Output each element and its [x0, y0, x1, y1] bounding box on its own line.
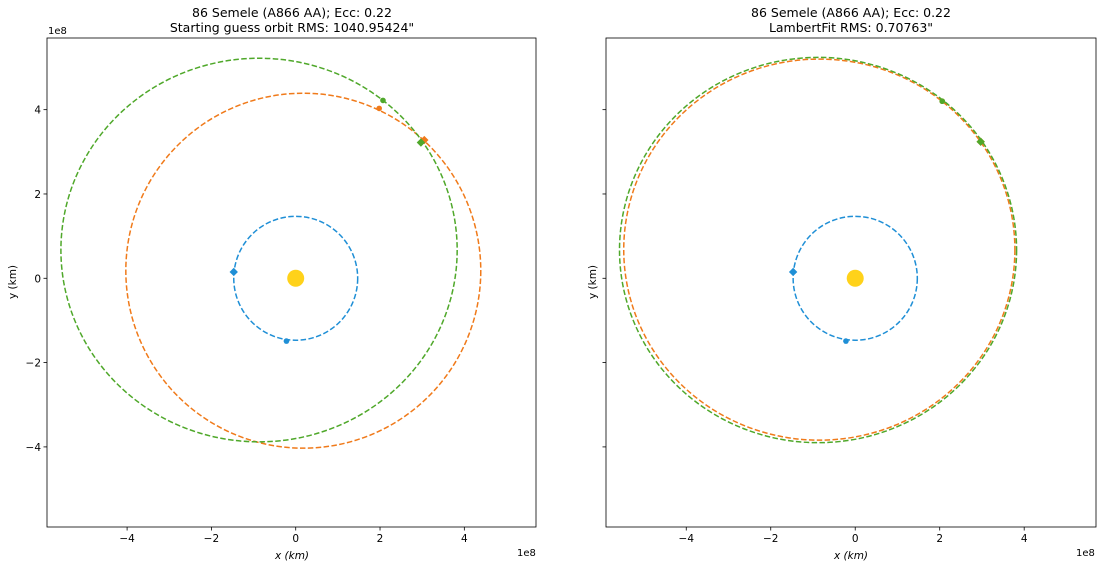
right-orbit-3 — [618, 56, 1018, 444]
left-x-tick-label: 4 — [461, 533, 468, 545]
right-orbit-1-diamond-marker — [788, 267, 798, 277]
right-x-tick-label: −4 — [679, 533, 695, 545]
right-plot-panel: 86 Semele (A866 AA); Ecc: 0.22 LambertFi… — [587, 5, 1097, 562]
left-x-tick-label: 2 — [377, 533, 384, 545]
right-x-tick-label: 4 — [1021, 533, 1028, 545]
left-orbit-1-diamond-marker — [229, 267, 238, 277]
left-plot-title: 86 Semele (A866 AA); Ecc: 0.22 — [192, 5, 392, 20]
right-x-tick-label: −2 — [763, 533, 778, 545]
right-orbit-2 — [622, 58, 1016, 441]
left-orbit-3-point-marker — [380, 97, 386, 104]
right-orbit-3-diamond-marker — [976, 137, 985, 146]
left-y-tick-label: −2 — [26, 358, 41, 370]
left-orbit-3-diamond-marker — [416, 138, 426, 147]
left-orbit-3 — [60, 57, 458, 443]
left-y-axis-label: y (km) — [7, 265, 19, 299]
left-axes-frame — [46, 37, 537, 528]
left-x-tick-label: −4 — [119, 533, 135, 545]
right-orbit-1 — [792, 215, 919, 342]
right-plot-subtitle: LambertFit RMS: 0.70763" — [769, 20, 933, 35]
left-plot-subtitle: Starting guess orbit RMS: 1040.95424" — [170, 20, 414, 35]
right-x-offset-text: 1e8 — [1076, 548, 1095, 559]
left-y-tick-label: −4 — [26, 442, 42, 454]
left-sun-marker — [287, 269, 305, 287]
left-orbit-1 — [232, 215, 359, 342]
left-y-offset-text: 1e8 — [48, 26, 67, 37]
right-plot-title: 86 Semele (A866 AA); Ecc: 0.22 — [751, 5, 951, 20]
left-plot-panel: 86 Semele (A866 AA); Ecc: 0.22 Starting … — [7, 5, 537, 562]
right-y-axis-label: y (km) — [587, 265, 599, 299]
left-y-tick-label: 0 — [34, 273, 41, 285]
left-plot-area — [60, 57, 482, 449]
left-orbit-2 — [125, 92, 482, 449]
right-x-tick-label: 2 — [936, 533, 943, 545]
left-x-offset-text: 1e8 — [517, 548, 536, 559]
left-y-tick-label: 4 — [34, 105, 41, 117]
left-x-tick-label: −2 — [204, 533, 219, 545]
left-y-tick-label: 2 — [34, 189, 41, 201]
right-x-tick-label: 0 — [852, 533, 859, 545]
left-orbit-2-point-marker — [376, 105, 382, 112]
right-orbit-3-point-marker — [939, 98, 946, 105]
right-orbit-1-point-marker — [843, 338, 849, 344]
right-x-axis-label: x (km) — [833, 550, 868, 562]
left-x-axis-label: x (km) — [274, 550, 309, 562]
left-x-tick-label: 0 — [292, 533, 299, 545]
right-plot-area — [618, 56, 1018, 444]
right-axes-frame — [605, 37, 1097, 528]
left-orbit-1-point-marker — [283, 338, 290, 344]
right-sun-marker — [846, 269, 864, 287]
